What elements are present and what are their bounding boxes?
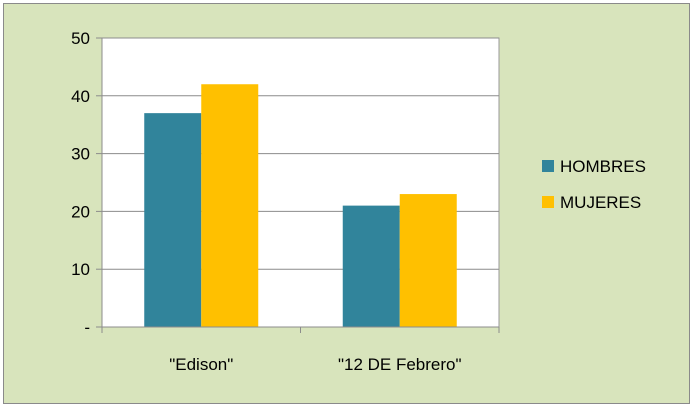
y-tick-label: - [84, 318, 90, 337]
x-tick-label: "Edison" [169, 355, 233, 374]
y-tick-label: 30 [71, 145, 90, 164]
legend-swatch-mujeres [542, 196, 554, 208]
axes [96, 37, 500, 333]
y-tick-label: 50 [71, 29, 90, 48]
x-tick-labels: "Edison" "12 DE Febrero" [169, 355, 461, 374]
bar-mujeres-1 [201, 84, 259, 328]
legend-label-hombres: HOMBRES [560, 157, 646, 176]
y-tick-labels: - 10 20 30 40 50 [71, 29, 90, 337]
x-tick-label: "12 DE Febrero" [338, 355, 462, 374]
bar-hombres-1 [144, 113, 202, 327]
bar-mujeres-2 [399, 194, 457, 327]
legend-label-mujeres: MUJERES [560, 193, 641, 212]
y-tick-label: 40 [71, 87, 90, 106]
chart-area: - 10 20 30 40 50 "Edison" "12 DE Febrero" HOMB… [3, 3, 690, 404]
bar-chart: - 10 20 30 40 50 "Edison" "12 DE Febrero" HOMB… [71, 29, 646, 374]
bars [144, 84, 457, 328]
y-tick-label: 20 [71, 202, 90, 221]
y-tick-label: 10 [71, 260, 90, 279]
bar-hombres-2 [342, 205, 400, 327]
legend: HOMBRES MUJERES [542, 157, 646, 212]
legend-swatch-hombres [542, 160, 554, 172]
